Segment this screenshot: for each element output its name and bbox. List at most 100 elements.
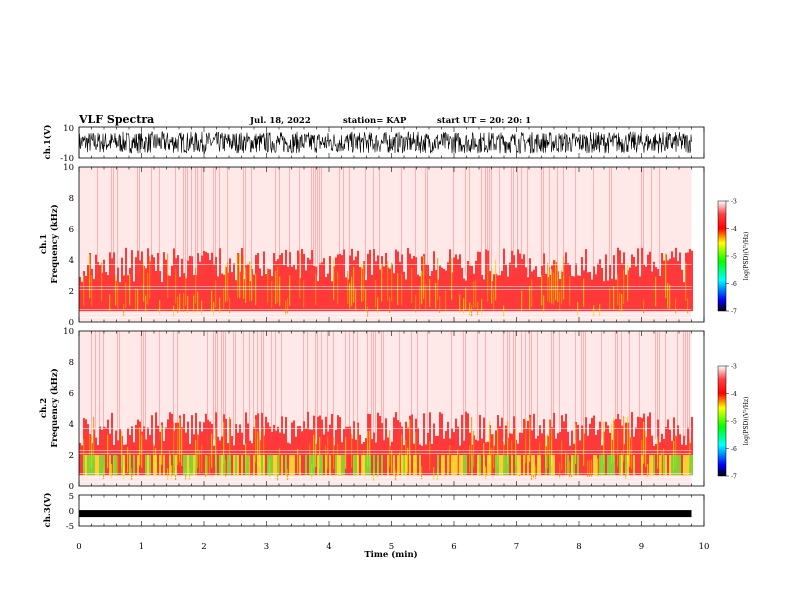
psd-strong-band: [381, 455, 383, 476]
psd-streak: [537, 331, 538, 440]
psd-strong-band: [593, 455, 595, 476]
psd-burst: [497, 429, 499, 467]
psd-streak: [465, 167, 466, 276]
psd-burst: [177, 296, 179, 314]
psd-strong-band: [653, 455, 655, 476]
psd-column: [501, 270, 503, 312]
psd-burst: [225, 264, 227, 302]
psd-column: [151, 254, 153, 312]
psd-column: [459, 254, 461, 312]
psd-column: [381, 423, 383, 476]
psd-burst: [263, 426, 265, 466]
ch1-colorbar-label: log(PSD)(V²/Hz): [743, 232, 750, 281]
psd-strong-band: [145, 455, 147, 476]
psd-burst: [177, 426, 179, 466]
psd-streak: [575, 167, 576, 276]
psd-burst: [465, 287, 467, 310]
psd-burst: [275, 270, 277, 305]
psd-column: [281, 252, 283, 312]
psd-column: [143, 426, 145, 476]
psd-column: [455, 254, 457, 312]
psd-strong-band: [365, 455, 367, 476]
psd-strong-band: [253, 455, 255, 476]
psd-streak: [275, 167, 276, 276]
psd-burst: [643, 421, 645, 464]
psd-column: [521, 258, 523, 312]
psd-burst: [167, 253, 169, 299]
psd-column: [161, 281, 163, 312]
psd-burst: [271, 280, 273, 308]
psd-strong-band: [601, 455, 603, 476]
psd-column: [231, 436, 233, 476]
psd-strong-band: [147, 455, 149, 476]
psd-strong-band: [281, 455, 283, 476]
psd-strong-band: [373, 455, 375, 476]
psd-streak: [559, 331, 560, 440]
psd-column: [127, 275, 129, 312]
psd-burst: [243, 255, 245, 299]
ch1-freq-tick-8: 8: [69, 194, 74, 204]
psd-strong-band: [633, 455, 635, 476]
psd-burst: [373, 470, 375, 481]
psd-strong-band: [523, 455, 525, 476]
psd-column: [217, 436, 219, 476]
psd-column: [649, 412, 651, 476]
psd-streak: [509, 331, 510, 440]
psd-strong-band: [405, 455, 407, 476]
psd-strong-band: [235, 455, 237, 476]
psd-column: [347, 426, 349, 476]
psd-column: [201, 255, 203, 312]
psd-strong-band: [669, 455, 671, 476]
psd-streak: [251, 167, 252, 276]
psd-streak: [427, 167, 428, 276]
ch1-spectrogram-ylabel-top: ch.1: [39, 234, 49, 254]
psd-streak: [513, 167, 514, 276]
psd-column: [191, 256, 193, 312]
psd-burst: [433, 467, 435, 480]
psd-column: [319, 263, 321, 312]
psd-streak: [213, 331, 214, 440]
psd-strong-band: [537, 455, 539, 476]
psd-column: [671, 251, 673, 312]
psd-burst: [491, 269, 493, 304]
psd-strong-band: [137, 455, 139, 476]
psd-column: [373, 432, 375, 476]
psd-burst: [111, 464, 113, 479]
psd-column: [597, 429, 599, 476]
psd-column: [141, 251, 143, 312]
psd-strong-band: [377, 455, 379, 476]
psd-column: [417, 427, 419, 476]
psd-streak: [327, 331, 328, 440]
psd-burst: [529, 417, 531, 463]
psd-column: [283, 433, 285, 476]
psd-column: [159, 271, 161, 312]
time-tick-label: 0: [76, 542, 81, 552]
psd-column: [639, 276, 641, 312]
psd-strong-band: [267, 455, 269, 476]
ch2-colorbar-ticks: -3 -4 -5 -6 -7: [726, 364, 737, 481]
psd-column: [565, 252, 567, 312]
psd-burst: [219, 297, 221, 314]
psd-burst: [257, 431, 259, 467]
psd-burst: [409, 419, 411, 463]
psd-column: [109, 252, 111, 312]
psd-strong-band: [603, 455, 605, 476]
psd-column: [637, 248, 639, 312]
psd-column: [489, 271, 491, 312]
psd-burst: [381, 263, 383, 302]
psd-column: [301, 248, 303, 312]
psd-streak: [507, 331, 508, 440]
ch1-waveform-trace: [78, 130, 692, 155]
psd-streak: [489, 167, 490, 276]
ch2-spectrogram-image: [79, 331, 693, 486]
psd-column: [513, 416, 515, 476]
psd-streak: [257, 331, 258, 440]
psd-strong-band: [471, 455, 473, 476]
psd-column: [285, 417, 287, 476]
psd-column: [103, 259, 105, 312]
psd-burst: [623, 416, 625, 462]
psd-column: [455, 418, 457, 476]
psd-column: [287, 442, 289, 476]
psd-burst: [213, 302, 215, 316]
psd-strong-band: [325, 455, 327, 476]
